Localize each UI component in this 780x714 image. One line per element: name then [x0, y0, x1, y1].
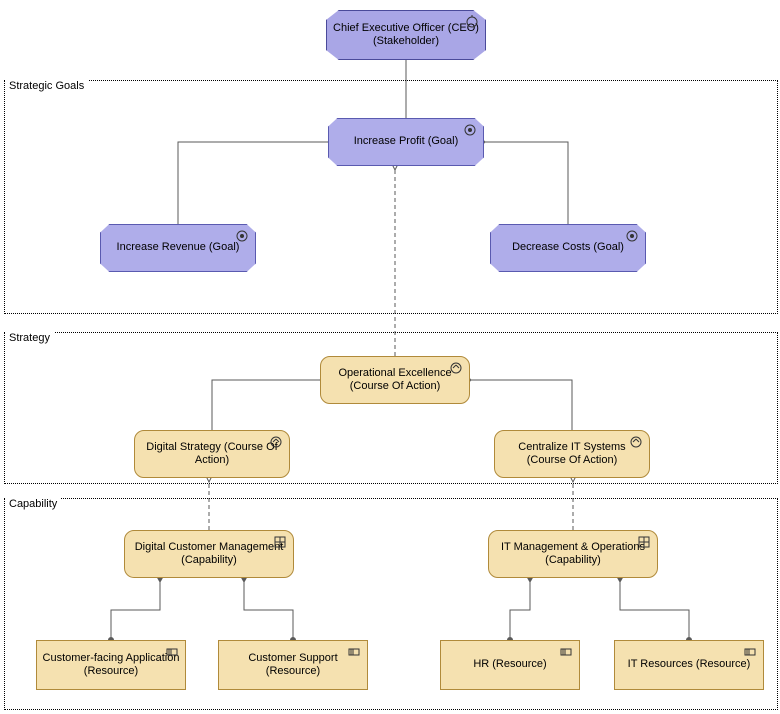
node-label: Digital Strategy (Course Of Action)	[139, 441, 285, 467]
node-centralize-it-course[interactable]: Centralize IT Systems (Course Of Action)	[494, 430, 650, 478]
resource-icon	[559, 645, 573, 659]
goal-icon	[235, 229, 249, 243]
group-label: Strategic Goals	[5, 80, 88, 92]
goal-icon	[625, 229, 639, 243]
node-operational-excellence-course[interactable]: Operational Excellence (Course Of Action…	[320, 356, 470, 404]
node-label: Decrease Costs (Goal)	[512, 241, 624, 254]
node-label: Centralize IT Systems (Course Of Action)	[499, 441, 645, 467]
node-label: Operational Excellence (Course Of Action…	[325, 367, 465, 393]
node-label: Chief Executive Officer (CEO) (Stakehold…	[331, 22, 481, 48]
course-of-action-icon	[629, 435, 643, 449]
diagram-canvas: Strategic Goals Strategy Capability Chie…	[0, 0, 780, 714]
goal-icon	[463, 123, 477, 137]
node-ceo-stakeholder[interactable]: Chief Executive Officer (CEO) (Stakehold…	[326, 10, 486, 60]
group-strategy: Strategy	[4, 332, 778, 484]
node-label: Customer Support (Resource)	[223, 652, 363, 678]
node-digital-strategy-course[interactable]: Digital Strategy (Course Of Action)	[134, 430, 290, 478]
course-of-action-icon	[449, 361, 463, 375]
node-label: Customer-facing Application (Resource)	[41, 652, 181, 678]
group-label: Capability	[5, 498, 61, 510]
resource-icon	[165, 645, 179, 659]
node-hr-resource[interactable]: HR (Resource)	[440, 640, 580, 690]
node-label: IT Resources (Resource)	[628, 658, 751, 671]
node-customer-facing-app-resource[interactable]: Customer-facing Application (Resource)	[36, 640, 186, 690]
node-label: HR (Resource)	[473, 658, 546, 671]
group-strategic-goals: Strategic Goals	[4, 80, 778, 314]
node-increase-revenue-goal[interactable]: Increase Revenue (Goal)	[100, 224, 256, 272]
node-label: IT Management & Operations (Capability)	[493, 541, 653, 567]
node-label: Digital Customer Management (Capability)	[129, 541, 289, 567]
node-label: Increase Revenue (Goal)	[117, 241, 240, 254]
course-of-action-icon	[269, 435, 283, 449]
resource-icon	[347, 645, 361, 659]
node-digital-customer-mgmt-capability[interactable]: Digital Customer Management (Capability)	[124, 530, 294, 578]
node-increase-profit-goal[interactable]: Increase Profit (Goal)	[328, 118, 484, 166]
capability-icon	[273, 535, 287, 549]
node-label: Increase Profit (Goal)	[354, 135, 459, 148]
stakeholder-icon	[465, 15, 479, 29]
resource-icon	[743, 645, 757, 659]
group-label: Strategy	[5, 332, 54, 344]
node-customer-support-resource[interactable]: Customer Support (Resource)	[218, 640, 368, 690]
node-it-resources-resource[interactable]: IT Resources (Resource)	[614, 640, 764, 690]
node-decrease-costs-goal[interactable]: Decrease Costs (Goal)	[490, 224, 646, 272]
node-it-mgmt-ops-capability[interactable]: IT Management & Operations (Capability)	[488, 530, 658, 578]
capability-icon	[637, 535, 651, 549]
